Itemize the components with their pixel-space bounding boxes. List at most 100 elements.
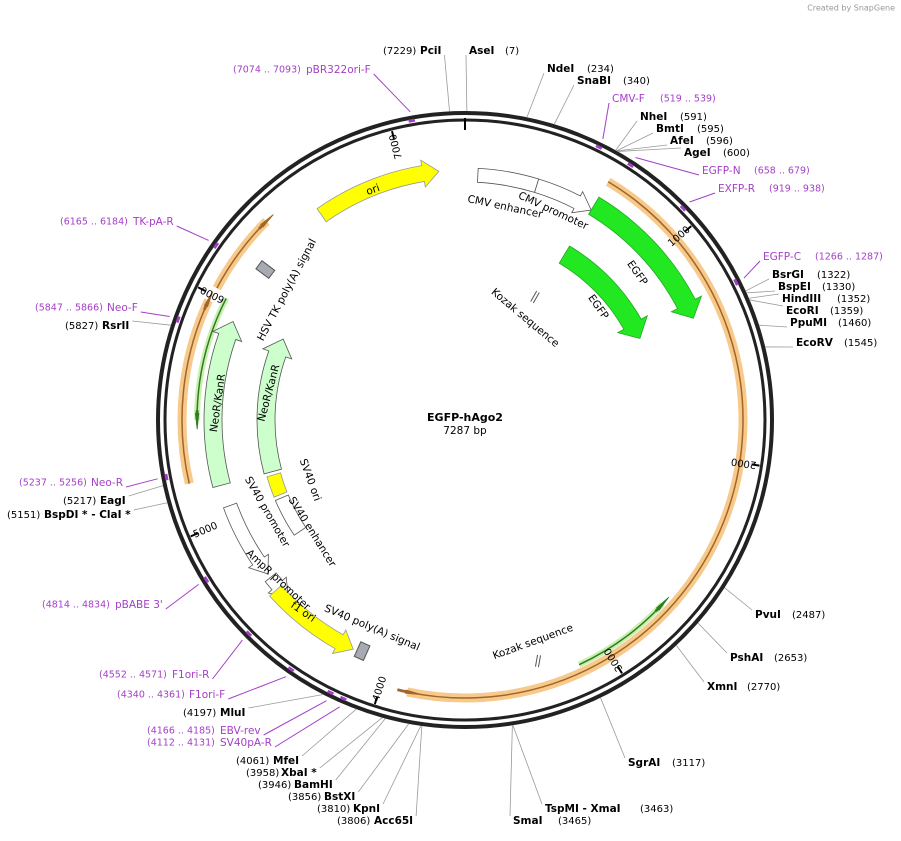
site-position: (4197) [183,708,216,719]
site-position: (2770) [747,682,780,693]
site-leader [698,623,727,653]
site-leader [513,725,542,804]
site-position: (5827) [65,321,98,332]
primer-range: (919 .. 938) [769,184,825,195]
site-name: XbaI * [281,767,317,779]
site-name: PvuI [755,609,781,621]
site-name: AgeI [684,147,711,159]
polyA-signal [256,261,275,279]
site-leader [129,486,163,496]
primer-name: TK-pA-R [132,216,174,228]
primer-mark [177,317,179,323]
site-name: PciI [420,45,441,57]
primer-name: EGFP-N [702,165,741,177]
site-name: BstXI [324,791,355,803]
site-leader [383,726,421,804]
site-position: (1460) [838,318,871,329]
site-position: (3806) [337,816,370,827]
site-leader [676,645,704,682]
site-name: MfeI [273,755,299,767]
site-position: (596) [706,136,733,147]
site-leader [302,709,356,756]
site-name: EcoRI [786,305,819,317]
site-position: (3463) [640,804,673,815]
site-position: (3946) [258,780,291,791]
plasmid-name: EGFP-hAgo2 [427,411,503,424]
site-leader [358,724,408,792]
tick-label: 4000 [371,675,389,703]
tick-label: 5000 [192,521,220,541]
primer-name: EGFP-C [763,251,801,263]
site-leader [746,279,769,291]
primer-leader [603,103,609,139]
site-name: SnaBI [577,75,611,87]
primer-range: (7074 .. 7093) [233,65,301,76]
site-position: (7229) [383,46,416,57]
site-name: EagI [100,495,126,507]
primer-range: (4552 .. 4571) [99,670,167,681]
feature-arc [195,411,198,430]
site-position: (1322) [817,270,850,281]
primer-name: F1ori-R [172,669,209,681]
primer-range: (658 .. 679) [754,166,810,177]
primer-name: Neo-F [107,302,138,314]
primer-range: (519 .. 539) [660,94,716,105]
site-position: (591) [680,112,707,123]
tick-label: 7000 [388,133,405,160]
feature-label: Kozak sequence [491,622,575,662]
site-leader [747,291,775,293]
primer-range: (5237 .. 5256) [19,478,87,489]
site-name: PpuMI [790,317,827,329]
site-position: (1545) [844,338,877,349]
site-name: BspEI [778,281,811,293]
primer-leader [166,584,199,609]
site-leader [134,503,168,510]
plasmid-length: 7287 bp [443,425,487,437]
primer-leader [744,261,760,278]
site-leader [601,698,625,758]
primer-name: F1ori-F [189,689,225,701]
site-position: (1359) [830,306,863,317]
site-leader [749,294,779,298]
site-leader [444,55,449,111]
site-position: (1330) [822,282,855,293]
site-position: (5151) [7,510,40,521]
site-name: AfeI [670,135,694,147]
primer-range: (4166 .. 4185) [147,726,215,737]
primer-name: EBV-rev [220,725,261,737]
credit[interactable]: Created by SnapGene [807,4,895,13]
site-name: SmaI [513,815,543,827]
site-leader [554,85,574,124]
site-position: (340) [623,76,650,87]
site-name: RsrII [102,320,129,332]
site-position: (3958) [246,768,279,779]
site-leader [759,325,787,327]
site-position: (4061) [236,756,269,767]
site-leader [750,300,783,306]
site-name: XmnI [707,681,737,693]
primer-leader [212,640,242,679]
site-position: (3810) [317,804,350,815]
site-name: KpnI [353,803,380,815]
primer-leader [690,193,715,202]
primer-leader [275,707,340,747]
site-position: (3856) [288,792,321,803]
site-name: HindIII [782,293,821,305]
site-name: PshAI [730,652,763,664]
site-position: (3117) [672,758,705,769]
primer-range: (4814 .. 4834) [42,600,110,611]
feature-arc [267,473,287,497]
primer-range: (6165 .. 6184) [60,217,128,228]
site-leader [510,725,512,816]
primer-range: (4340 .. 4361) [117,690,185,701]
primer-leader [141,312,170,317]
primer-leader [126,479,158,487]
site-leader [466,55,467,111]
site-name: SgrAI [628,757,660,769]
primer-leader [177,226,209,240]
feature-label: Kozak sequence [489,286,562,350]
kozak-mark [531,291,540,303]
site-position: (234) [587,64,614,75]
primer-leader [264,701,327,735]
site-name: Acc65I [374,815,413,827]
